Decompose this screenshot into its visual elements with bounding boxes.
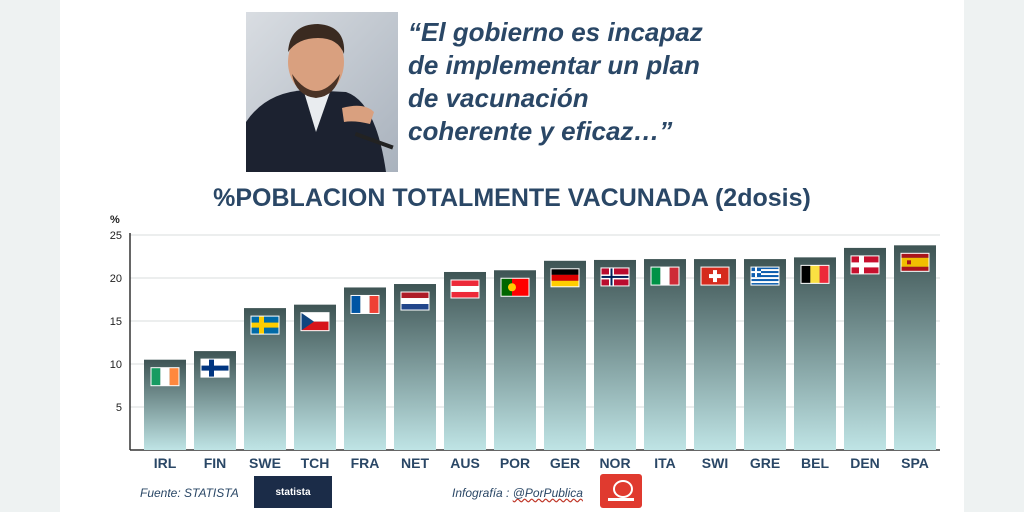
y-tick-label: 5 <box>116 402 122 414</box>
x-tick-label: FRA <box>351 455 380 471</box>
credit-prefix: Infografía : <box>452 486 513 500</box>
y-tick-label: 25 <box>110 230 122 242</box>
greece-flag-icon <box>750 266 780 286</box>
bar <box>794 257 836 450</box>
bar <box>544 260 586 450</box>
quote-line: de implementar un plan <box>408 50 700 80</box>
portugal-flag-icon <box>500 277 530 297</box>
quote-line: coherente y eficaz…” <box>408 116 673 146</box>
x-tick-label: BEL <box>801 455 829 471</box>
bar <box>344 287 386 450</box>
x-tick-label: NET <box>401 455 429 471</box>
bar <box>594 259 636 450</box>
bar <box>694 259 736 450</box>
denmark-flag-icon <box>850 255 880 275</box>
bar <box>494 270 536 450</box>
ireland-flag-icon <box>150 367 180 387</box>
y-tick-label: 10 <box>110 359 122 371</box>
x-tick-label: SPA <box>901 455 929 471</box>
credit-handle: @PorPublica <box>512 486 583 500</box>
credit-text: Infografía : @PorPublica <box>452 486 583 500</box>
source-text: Fuente: STATISTA <box>140 486 239 500</box>
switzerland-flag-icon <box>700 266 730 286</box>
x-tick-label: NOR <box>599 455 630 471</box>
bar <box>894 245 936 450</box>
y-axis-label: % <box>110 214 120 226</box>
x-tick-label: POR <box>500 455 530 471</box>
statista-logo: statista <box>254 476 332 508</box>
speaker-photo <box>246 12 398 172</box>
x-tick-label: GRE <box>750 455 780 471</box>
finland-flag-icon <box>200 358 230 378</box>
statista-logo-text: statista <box>275 486 311 498</box>
netherlands-flag-icon <box>400 291 430 311</box>
party-logo <box>600 474 642 508</box>
italy-flag-icon <box>650 266 680 286</box>
spain-flag-icon <box>900 252 930 272</box>
norway-flag-icon <box>600 267 630 287</box>
y-tick-label: 15 <box>110 316 122 328</box>
bar <box>744 259 786 450</box>
bar <box>394 284 436 450</box>
bar <box>444 271 486 450</box>
france-flag-icon <box>350 294 380 314</box>
x-tick-label: SWE <box>249 455 281 471</box>
x-tick-label: AUS <box>450 455 480 471</box>
quote-line: “El gobierno es incapaz <box>408 17 703 47</box>
germany-flag-icon <box>550 268 580 288</box>
bar <box>644 259 686 450</box>
y-tick-label: 20 <box>110 273 122 285</box>
x-tick-label: ITA <box>654 455 676 471</box>
belgium-flag-icon <box>800 264 830 284</box>
chart-title: %POBLACION TOTALMENTE VACUNADA (2dosis) <box>213 184 811 212</box>
quote-text: “El gobierno es incapaz de implementar u… <box>408 16 788 148</box>
czechia-flag-icon <box>300 312 330 332</box>
x-tick-label: FIN <box>204 455 227 471</box>
quote-line: de vacunación <box>408 83 589 113</box>
x-tick-label: SWI <box>702 455 728 471</box>
x-tick-label: TCH <box>301 455 330 471</box>
x-tick-label: IRL <box>154 455 177 471</box>
bar-chart: 5 10 15 20 25% IRL FIN SWE TCH FRA NET AUS POR GER NOR… <box>110 214 940 471</box>
x-tick-label: GER <box>550 455 580 471</box>
infographic-card: “El gobierno es incapaz de implementar u… <box>60 0 964 512</box>
sweden-flag-icon <box>250 315 280 335</box>
speaker-photo-illustration <box>246 12 398 172</box>
bar <box>844 247 886 450</box>
x-tick-label: DEN <box>850 455 880 471</box>
austria-flag-icon <box>450 279 480 299</box>
